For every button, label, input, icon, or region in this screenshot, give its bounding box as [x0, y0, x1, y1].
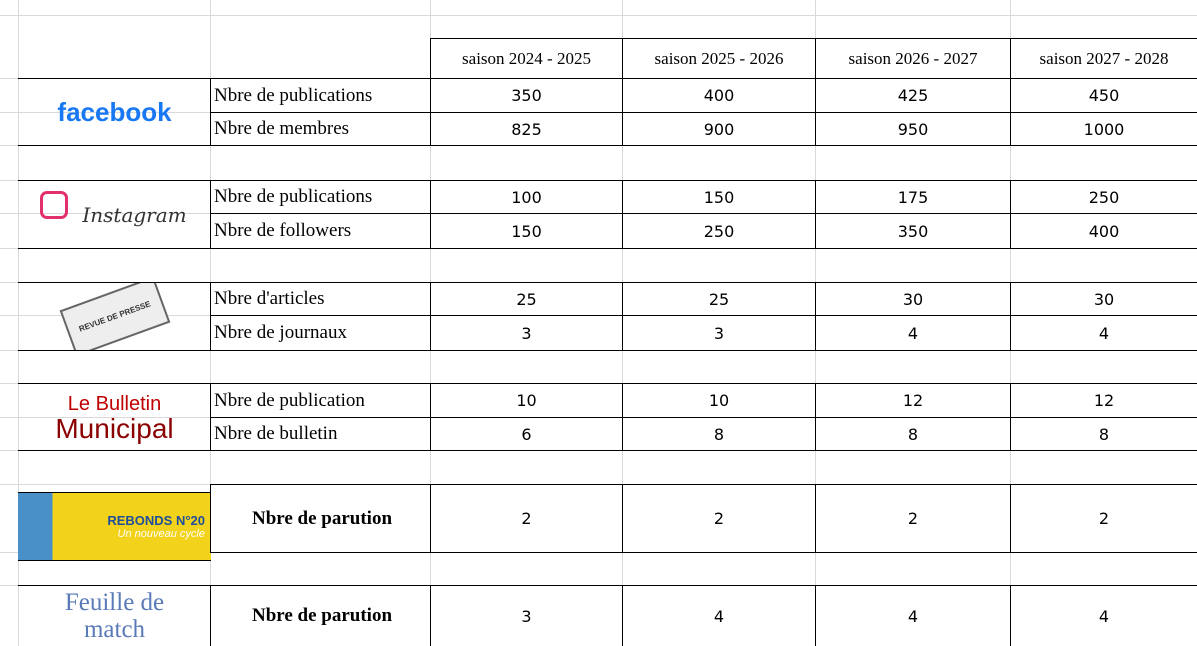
value-cell: 2 [430, 484, 623, 553]
value-cell: 900 [622, 112, 816, 146]
logo-text: facebook [57, 97, 171, 128]
value-cell: 8 [622, 417, 816, 451]
season-header: saison 2025 - 2026 [622, 38, 816, 79]
value-cell: 30 [1010, 282, 1197, 316]
value-cell: 1000 [1010, 112, 1197, 146]
value-cell: 100 [430, 180, 623, 214]
spreadsheet: saison 2024 - 2025saison 2025 - 2026sais… [0, 0, 1197, 646]
row-label: Nbre de bulletin [210, 417, 431, 451]
value-cell: 4 [1010, 315, 1197, 351]
value-cell: 425 [815, 78, 1011, 113]
value-cell: 2 [622, 484, 816, 553]
value-cell: 250 [1010, 180, 1197, 214]
logo-text: match [84, 616, 145, 643]
logo-cell: Instagram [18, 180, 211, 249]
row-label: Nbre de parution [210, 585, 431, 646]
logo-cell: facebook [18, 78, 211, 146]
season-header: saison 2024 - 2025 [430, 38, 623, 79]
value-cell: 25 [430, 282, 623, 316]
value-cell: 12 [1010, 383, 1197, 418]
value-cell: 6 [430, 417, 623, 451]
logo-text: Feuille de [65, 589, 164, 616]
value-cell: 825 [430, 112, 623, 146]
value-cell: 3 [430, 585, 623, 646]
value-cell: 8 [1010, 417, 1197, 451]
row-label: Nbre de publications [210, 78, 431, 113]
value-cell: 4 [815, 585, 1011, 646]
logo-text: Instagram [82, 203, 186, 227]
season-header: saison 2027 - 2028 [1010, 38, 1197, 79]
value-cell: 4 [622, 585, 816, 646]
value-cell: 4 [1010, 585, 1197, 646]
value-cell: 350 [430, 78, 623, 113]
value-cell: 30 [815, 282, 1011, 316]
value-cell: 10 [430, 383, 623, 418]
row-label: Nbre d'articles [210, 282, 431, 316]
value-cell: 250 [622, 213, 816, 249]
instagram-icon [40, 191, 68, 219]
value-cell: 950 [815, 112, 1011, 146]
value-cell: 12 [815, 383, 1011, 418]
value-cell: 150 [430, 213, 623, 249]
row-label: Nbre de parution [210, 484, 431, 553]
value-cell: 150 [622, 180, 816, 214]
gridline [0, 15, 1197, 16]
value-cell: 3 [430, 315, 623, 351]
value-cell: 400 [622, 78, 816, 113]
row-label: Nbre de publication [210, 383, 431, 418]
logo-text: Municipal [55, 416, 173, 442]
value-cell: 450 [1010, 78, 1197, 113]
value-cell: 25 [622, 282, 816, 316]
logo-cell: REVUE DE PRESSE [18, 282, 211, 351]
row-label: Nbre de journaux [210, 315, 431, 351]
value-cell: 2 [1010, 484, 1197, 553]
value-cell: 4 [815, 315, 1011, 351]
logo-text: REVUE DE PRESSE [59, 282, 169, 351]
row-label: Nbre de publications [210, 180, 431, 214]
value-cell: 2 [815, 484, 1011, 553]
season-header: saison 2026 - 2027 [815, 38, 1011, 79]
value-cell: 8 [815, 417, 1011, 451]
value-cell: 3 [622, 315, 816, 351]
value-cell: 175 [815, 180, 1011, 214]
logo-text: Un nouveau cycle [118, 528, 205, 540]
value-cell: 350 [815, 213, 1011, 249]
value-cell: 10 [622, 383, 816, 418]
value-cell: 400 [1010, 213, 1197, 249]
logo-text: REBONDS N°20 [107, 513, 205, 528]
row-label: Nbre de membres [210, 112, 431, 146]
row-label: Nbre de followers [210, 213, 431, 249]
